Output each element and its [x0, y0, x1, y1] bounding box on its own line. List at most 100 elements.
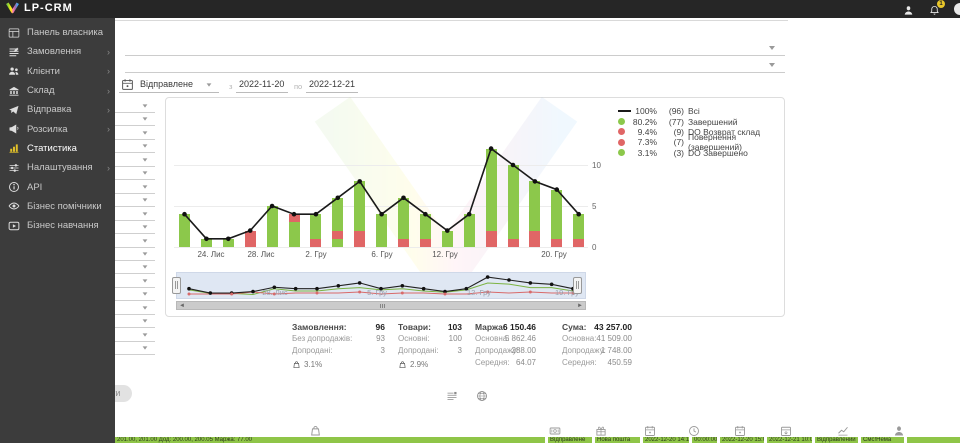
helpers-icon: [8, 200, 20, 212]
legend-item-3[interactable]: 7.3% (7) Повернення (завершений): [618, 132, 784, 152]
orders-icon: [8, 46, 20, 58]
avatar-partial-icon[interactable]: [954, 3, 960, 15]
bag-icon: [398, 360, 407, 369]
scroll-right-icon[interactable]: ►: [577, 303, 583, 309]
table-cell[interactable]: 2022-12-20 14:14:06: [643, 437, 689, 443]
bell-badge: 1: [937, 0, 945, 8]
clock-icon[interactable]: [688, 424, 700, 442]
gridline: [174, 206, 588, 207]
calendar-icon: [121, 78, 134, 91]
globe-icon[interactable]: [476, 389, 488, 401]
logo-v-icon: [6, 1, 19, 14]
stat-row: Середня: 64.07: [475, 358, 536, 367]
date-to-input[interactable]: 2022-12-21: [309, 79, 356, 89]
table-cell[interactable]: 2022-12-20 15:00:20: [720, 437, 764, 443]
scroll-left-icon[interactable]: ◄: [179, 303, 185, 309]
calendar-export-icon[interactable]: [780, 424, 792, 442]
table-cell[interactable]: 201.00, 201.00 Дод: 200.00, 200.05 Маржа…: [115, 437, 545, 443]
legend-item-4[interactable]: 3.1% (3) DO Завершено: [618, 148, 784, 158]
top-navbar: LP-CRM 1: [0, 0, 960, 18]
stat-title: Сума: 43 257.00: [562, 322, 632, 332]
banknote-icon[interactable]: [549, 424, 561, 442]
chevron-down-icon: [142, 306, 148, 310]
sidebar-item-1[interactable]: Замовлення ›: [0, 42, 115, 61]
legend-marker-icon: [618, 110, 631, 113]
calendar-icon[interactable]: [734, 424, 746, 442]
date-from-label: з: [229, 82, 233, 91]
sidebar-item-5[interactable]: Розсилка ›: [0, 119, 115, 138]
sidebar-item-9[interactable]: Бізнес помічники: [0, 197, 115, 216]
chevron-down-icon: [142, 265, 148, 269]
stat-title: Замовлення: 96: [292, 322, 385, 332]
chevron-right-icon: ›: [107, 104, 110, 115]
stat-column-1: Товари: 103 Основні: 100 Допродані: 3 2.9%: [398, 322, 462, 370]
stacked-bar: [463, 214, 475, 247]
sidebar-item-6[interactable]: Статистика: [0, 139, 115, 158]
gift-icon[interactable]: [595, 424, 607, 442]
chevron-down-icon: [142, 346, 148, 350]
brand-logo[interactable]: LP-CRM: [6, 1, 73, 14]
legend-item-1[interactable]: 80.2% (77) Завершений: [618, 116, 784, 127]
legend-item-0[interactable]: 100% (96) Всі: [618, 106, 784, 116]
legend-item-2[interactable]: 9.4% (9) DO Возврат склад: [618, 127, 784, 137]
sidebar-item-label: Клієнти: [27, 65, 60, 77]
table-cell[interactable]: Смс!Нема: [861, 437, 904, 443]
date-type-caret-icon: [206, 83, 212, 87]
calendar-icon[interactable]: [644, 424, 656, 442]
person-icon[interactable]: [893, 424, 905, 442]
sidebar-item-10[interactable]: Бізнес навчання: [0, 216, 115, 235]
sidebar-item-0[interactable]: Панель власника: [0, 23, 115, 42]
filter-select-1[interactable]: [125, 22, 785, 56]
chevron-down-icon: [142, 117, 148, 122]
sidebar-item-3[interactable]: Склад ›: [0, 81, 115, 100]
date-from-underline: [236, 92, 288, 93]
stacked-bar: [354, 181, 366, 247]
chevron-down-icon: [142, 279, 148, 283]
training-icon: [8, 220, 20, 232]
list-icon[interactable]: [446, 389, 458, 401]
legend-marker-icon: [618, 149, 631, 157]
stat-row: Основна: 5 862.46: [475, 334, 536, 343]
table-cell[interactable]: 2022-12-21 10:07:05: [767, 437, 812, 443]
gridline: [174, 165, 588, 166]
stat-row: Допродані: 3: [292, 346, 385, 355]
sidebar-item-4[interactable]: Відправка ›: [0, 100, 115, 119]
stat-row: Допродажу: 288.00: [475, 346, 536, 355]
brand-text: LP-CRM: [24, 1, 73, 14]
date-type-select[interactable]: Відправлене: [140, 79, 193, 89]
chart-lines-icon[interactable]: [837, 424, 849, 442]
settings-icon: [8, 162, 20, 174]
sidebar-item-label: Налаштування: [27, 162, 93, 174]
chevron-down-icon: [142, 158, 148, 162]
chevron-down-icon: [142, 171, 148, 175]
navigator-tick: 19. Гру: [555, 288, 579, 297]
sidebar-item-2[interactable]: Клієнти ›: [0, 62, 115, 81]
sidebar-item-8[interactable]: API: [0, 177, 115, 196]
x-axis-tick: 24. Лис: [197, 250, 225, 259]
table-cell[interactable]: Нова пошта: [595, 437, 640, 443]
date-from-input[interactable]: 2022-11-20: [239, 79, 285, 89]
bag-icon[interactable]: [309, 424, 322, 442]
range-navigator[interactable]: 28. Лис 5. Гру 12. Гру 19. Гру: [176, 272, 586, 299]
navigator-left-handle[interactable]: [172, 277, 181, 294]
chart-card: 0 5 10 24. Лис 28. Лис 2. Гру 6. Гру 12. Гру 20.…: [165, 96, 785, 317]
scrollbar-grip[interactable]: [380, 304, 385, 308]
person-icon[interactable]: [903, 3, 914, 15]
sidebar-item-label: Панель власника: [27, 27, 104, 39]
date-to-label: по: [294, 82, 303, 91]
filter-select-2[interactable]: [125, 56, 785, 73]
bag-icon: [292, 360, 301, 369]
sidebar-item-label: Розсилка: [27, 123, 68, 135]
table-cell[interactable]: [907, 437, 960, 443]
chart-scrollbar[interactable]: ◄ ►: [176, 301, 586, 310]
statistics-icon: [8, 142, 20, 154]
bell-icon[interactable]: [929, 3, 940, 15]
table-cell[interactable]: 00:00:00: [692, 437, 717, 443]
table-cell[interactable]: Відправлене: [548, 437, 592, 443]
navigator-tick: 28. Лис: [262, 288, 288, 297]
table-cell[interactable]: Відправлений: [815, 437, 858, 443]
chevron-down-icon: [142, 319, 148, 323]
chevron-right-icon: ›: [107, 162, 110, 173]
sidebar-item-7[interactable]: Налаштування ›: [0, 158, 115, 177]
navigator-right-handle[interactable]: [573, 277, 582, 294]
